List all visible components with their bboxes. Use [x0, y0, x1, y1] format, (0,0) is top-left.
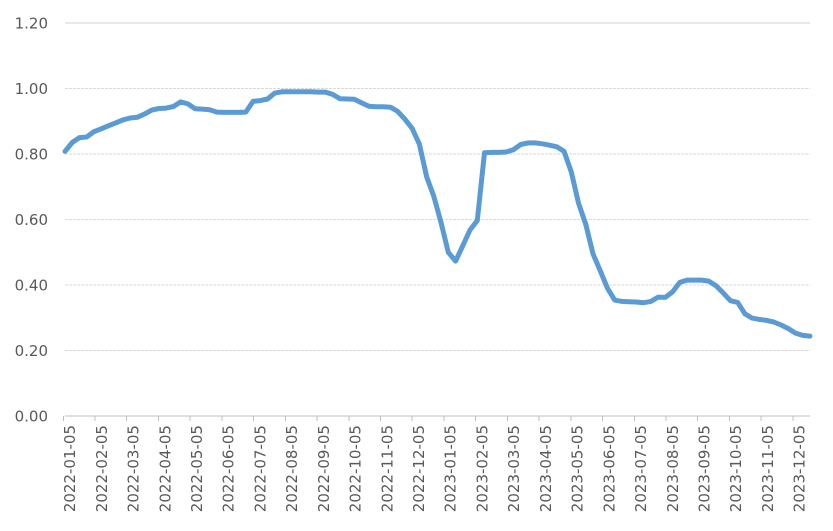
x-axis-label: 2023-01-05 — [442, 425, 460, 512]
x-axis-label: 2022-04-05 — [156, 425, 174, 512]
x-axis-label: 2023-10-05 — [727, 425, 745, 512]
y-axis-label: 0.80 — [15, 145, 48, 163]
x-axis-label: 2023-09-05 — [696, 425, 714, 512]
x-axis-label: 2022-09-05 — [315, 425, 333, 512]
y-axis-label: 0.60 — [15, 211, 48, 229]
x-axis-label: 2023-03-05 — [505, 425, 523, 512]
x-axis-label: 2022-05-05 — [188, 425, 206, 512]
x-axis-label: 2023-02-05 — [473, 425, 491, 512]
x-axis-label: 2022-02-05 — [93, 425, 111, 512]
x-axis-label: 2022-03-05 — [125, 425, 143, 512]
x-axis-label: 2023-04-05 — [537, 425, 555, 512]
x-axis-label: 2023-11-05 — [759, 425, 777, 512]
x-axis-label: 2023-05-05 — [569, 425, 587, 512]
x-axis-label: 2022-01-05 — [61, 425, 79, 512]
x-axis-label: 2022-11-05 — [378, 425, 396, 512]
y-axis-label: 0.40 — [15, 276, 48, 294]
x-axis-label: 2023-08-05 — [664, 425, 682, 512]
y-axis-label: 0.20 — [15, 342, 48, 360]
data-series-line — [62, 89, 813, 339]
y-axis-label: 1.20 — [15, 14, 48, 32]
y-axis-label: 0.00 — [15, 407, 48, 425]
x-axis-label: 2023-06-05 — [600, 425, 618, 512]
x-axis-label: 2022-10-05 — [347, 425, 365, 512]
x-axis-label: 2022-12-05 — [410, 425, 428, 512]
x-axis-label: 2022-08-05 — [283, 425, 301, 512]
y-axis-label: 1.00 — [15, 80, 48, 98]
x-axis-label: 2022-06-05 — [220, 425, 238, 512]
x-axis-label: 2022-07-05 — [251, 425, 269, 512]
x-axis-label: 2023-07-05 — [632, 425, 650, 512]
x-axis-label: 2023-12-05 — [791, 425, 809, 512]
